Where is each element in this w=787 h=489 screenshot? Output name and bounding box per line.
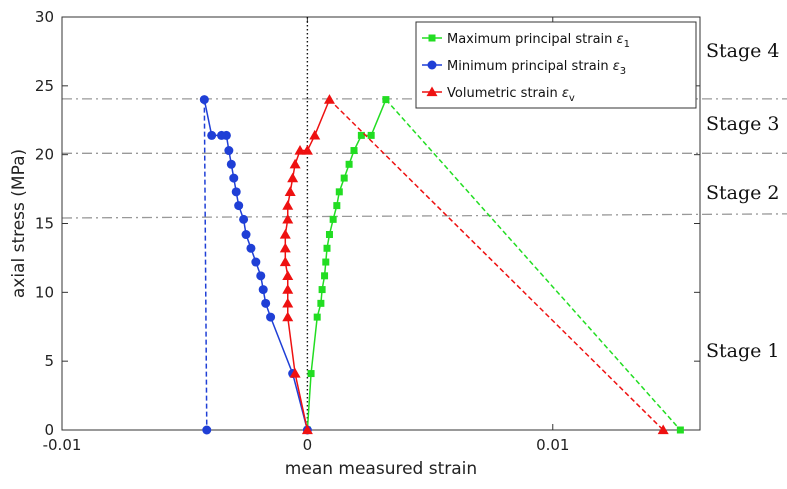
data-point <box>246 243 256 253</box>
data-point <box>229 173 239 183</box>
y-tick-label: 15 <box>35 215 54 233</box>
data-point <box>241 230 251 240</box>
data-point <box>301 424 313 435</box>
data-point <box>261 298 271 308</box>
x-tick-label: 0 <box>303 436 313 454</box>
data-point <box>307 370 315 378</box>
data-point <box>289 368 301 378</box>
data-point <box>251 257 261 267</box>
data-point <box>367 131 375 139</box>
x-tick-label: 0.01 <box>536 436 569 454</box>
series-layer <box>199 94 684 435</box>
data-point <box>335 188 343 196</box>
data-point <box>207 130 217 140</box>
data-point <box>282 297 294 308</box>
data-point <box>309 129 321 140</box>
x-tick-label: -0.01 <box>43 436 82 454</box>
y-tick-label: 30 <box>35 8 54 26</box>
y-tick-label: 25 <box>35 77 54 95</box>
data-point <box>256 271 266 281</box>
data-point-end <box>657 424 669 435</box>
data-point <box>224 146 234 156</box>
data-point <box>266 312 276 322</box>
data-point <box>289 158 301 169</box>
series-unload-line <box>203 99 208 431</box>
data-point <box>323 94 335 104</box>
data-point <box>321 272 329 280</box>
stage-boundary-line <box>61 213 787 219</box>
data-point <box>282 284 294 294</box>
stage-labels: Stage 4 Stage 3 Stage 2 Stage 1 <box>706 40 780 362</box>
data-point <box>317 299 325 307</box>
data-point <box>333 202 341 210</box>
stage-label: Stage 3 <box>706 113 780 135</box>
data-point <box>279 256 291 267</box>
data-point <box>294 145 306 155</box>
data-point <box>279 242 291 253</box>
data-point <box>282 213 294 224</box>
data-point <box>231 187 241 197</box>
series-unload-line <box>328 99 664 431</box>
stage-label: Stage 2 <box>706 182 780 204</box>
series-triangle <box>279 94 669 435</box>
data-point <box>313 313 321 321</box>
legend: Maximum principal strain ε1 Minimum princ… <box>415 21 697 109</box>
data-point <box>325 231 333 239</box>
legend-entry: Minimum principal strain ε3 <box>447 59 626 77</box>
legend-marker <box>426 86 438 97</box>
data-point <box>382 96 390 104</box>
y-tick-label: 5 <box>44 352 54 370</box>
data-point <box>345 160 353 168</box>
data-point <box>199 95 209 105</box>
data-point <box>239 214 249 224</box>
data-point <box>279 229 291 239</box>
data-point <box>287 172 299 183</box>
data-point <box>323 244 331 252</box>
data-point <box>329 215 337 223</box>
data-point <box>357 131 365 139</box>
data-point <box>282 311 294 322</box>
legend-entry: Volumetric strain εv <box>447 86 575 104</box>
legend-marker <box>427 60 437 70</box>
stage-label: Stage 1 <box>706 340 780 362</box>
x-axis-label: mean measured strain <box>285 459 477 479</box>
y-axis-label: axial stress (MPa) <box>9 149 29 298</box>
y-tick-label: 10 <box>35 283 54 301</box>
data-point <box>282 270 294 280</box>
y-tick-label: 20 <box>35 146 54 164</box>
data-point <box>234 201 244 211</box>
data-point <box>318 286 326 294</box>
data-point <box>340 174 348 182</box>
data-point <box>284 186 296 196</box>
legend-marker <box>428 34 436 42</box>
series-circle <box>199 95 312 435</box>
data-point <box>258 285 268 295</box>
series-unload-line <box>385 99 681 431</box>
data-point <box>301 145 313 155</box>
y-tick-label: 0 <box>44 421 54 439</box>
data-point <box>217 130 226 140</box>
data-point <box>282 200 294 210</box>
data-point <box>322 258 330 266</box>
legend-entry: Maximum principal strain ε1 <box>447 32 630 50</box>
data-point <box>350 147 358 155</box>
data-point-end <box>676 426 684 434</box>
stage-label: Stage 4 <box>706 40 780 62</box>
legend-box <box>415 21 697 109</box>
series-square <box>303 96 684 434</box>
data-point-end <box>202 425 212 435</box>
data-point <box>226 159 236 169</box>
